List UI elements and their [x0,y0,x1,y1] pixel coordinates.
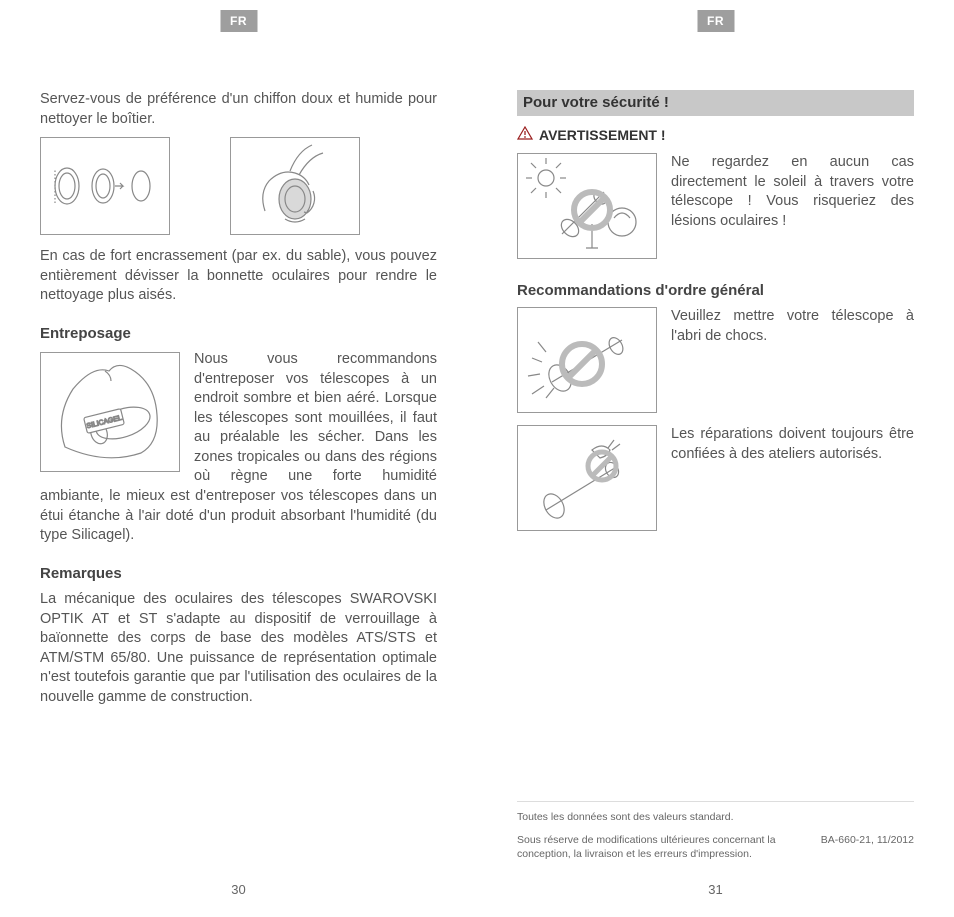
hand-cleaning-figure [230,137,360,235]
page-right-content: Pour votre sécurité ! AVERTISSEMENT ! [517,90,914,872]
repair-block: Les réparations doivent toujours être co… [517,425,914,531]
fineprint-line2a: Sous réserve de modifications ultérieure… [517,833,803,861]
figure-row-cleaning [40,137,437,235]
remarks-heading: Remarques [40,564,437,584]
storage-heading: Entreposage [40,324,437,344]
sun-warning-block: Ne regardez en aucun cas directement le … [517,153,914,259]
warning-triangle-icon [517,126,533,145]
intro-paragraph: Servez-vous de préférence d'un chiffon d… [40,90,437,129]
remarks-text: La mécanique des oculaires des télescope… [40,590,437,707]
language-tab-left: FR [220,10,257,32]
authorized-repair-figure [517,425,657,531]
warning-heading: AVERTISSEMENT ! [517,126,914,145]
page-number-left: 30 [40,872,437,897]
language-tab-right: FR [697,10,734,32]
sun-warning-text: Ne regardez en aucun cas directement le … [671,153,914,231]
storage-block: SILICAGEL Nous vous recommandons d'entre… [40,350,437,546]
shock-text: Veuillez mettre votre télescope à l'abri… [671,307,914,346]
eyepiece-disassembly-figure [40,137,170,235]
fineprint-docref: BA-660-21, 11/2012 [821,833,914,861]
page-number-right: 31 [517,872,914,897]
sand-paragraph: En cas de fort encrassement (par ex. du … [40,247,437,306]
warning-heading-text: AVERTISSEMENT ! [539,126,666,145]
repair-text: Les réparations doivent toujours être co… [671,425,914,464]
general-heading: Recommandations d'ordre général [517,281,914,301]
page-left: FR Servez-vous de préférence d'un chiffo… [0,0,477,917]
fineprint-block: Toutes les données sont des valeurs stan… [517,801,914,861]
sun-warning-figure [517,153,657,259]
page-right: FR Pour votre sécurité ! AVERTISSEMENT ! [477,0,954,917]
fineprint-line1: Toutes les données sont des valeurs stan… [517,810,914,824]
page-spread: FR Servez-vous de préférence d'un chiffo… [0,0,954,917]
safety-section-bar: Pour votre sécurité ! [517,90,914,116]
shock-block: Veuillez mettre votre télescope à l'abri… [517,307,914,413]
silicagel-storage-figure: SILICAGEL [40,352,180,472]
shock-protection-figure [517,307,657,413]
page-left-content: Servez-vous de préférence d'un chiffon d… [40,90,437,872]
